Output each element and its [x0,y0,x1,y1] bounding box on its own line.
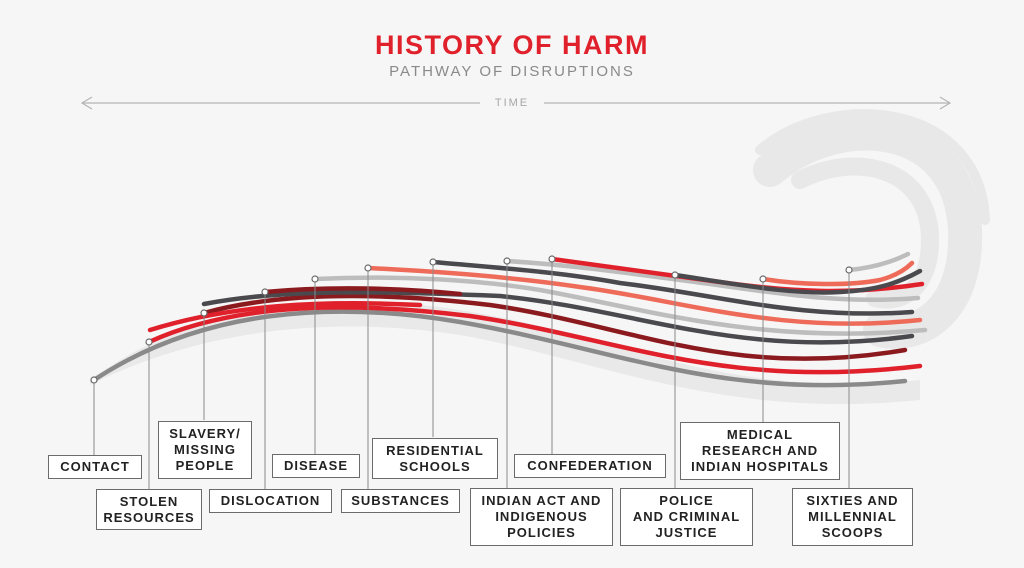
pathway-line-disease-accent [147,301,423,333]
time-label: TIME [480,97,544,109]
event-label-stolen-resources: STOLEN RESOURCES [96,489,202,530]
node-dot-dislocation [261,288,269,296]
pathway-line-slavery [201,293,908,361]
node-dot-sixties [845,266,853,274]
event-label-disease: DISEASE [272,454,360,478]
leader-lines [93,259,850,489]
node-dot-police [671,271,679,279]
event-label-dislocation: DISLOCATION [209,489,332,513]
node-dot-contact [90,376,98,384]
event-label-confederation: CONFEDERATION [514,454,666,478]
event-label-residential-schools: RESIDENTIAL SCHOOLS [372,438,498,479]
pathway-line-dislocation-accent [262,286,463,297]
event-label-medical: MEDICAL RESEARCH AND INDIAN HOSPITALS [680,422,840,480]
node-dot-slavery [200,309,208,317]
page-title: HISTORY OF HARM [374,30,650,60]
pathway-line-police [672,268,923,295]
wave-swirl [753,109,990,349]
event-label-sixties: SIXTIES AND MILLENNIAL SCOOPS [792,488,913,546]
pathway-line-residential [430,259,915,316]
node-dot-substances [364,264,372,272]
node-dot-disease [311,275,319,283]
page-subtitle: PATHWAY OF DISRUPTIONS [389,63,635,80]
pathway-line-stolen [146,305,923,375]
node-dot-indian-act [503,257,511,265]
pathway-line-substances [365,265,923,326]
node-dot-stolen [145,338,153,346]
pathway-line-dislocation [201,290,915,345]
node-dot-residential [429,258,437,266]
event-label-indian-act: INDIAN ACT AND INDIGENOUS POLICIES [470,488,613,546]
event-label-slavery-missing-people: SLAVERY/ MISSING PEOPLE [158,421,252,479]
pathway-line-contact [91,309,908,388]
event-label-police: POLICE AND CRIMINAL JUSTICE [620,488,753,546]
event-label-substances: SUBSTANCES [341,489,460,513]
pathway-line-sixties [846,251,911,273]
pathway-line-medical [760,260,915,287]
event-label-contact: CONTACT [48,455,142,479]
node-dot-medical [759,275,767,283]
pathway-line-disease [312,275,928,336]
pathway-line-indian-act [504,258,921,303]
node-dot-confederation [548,255,556,263]
